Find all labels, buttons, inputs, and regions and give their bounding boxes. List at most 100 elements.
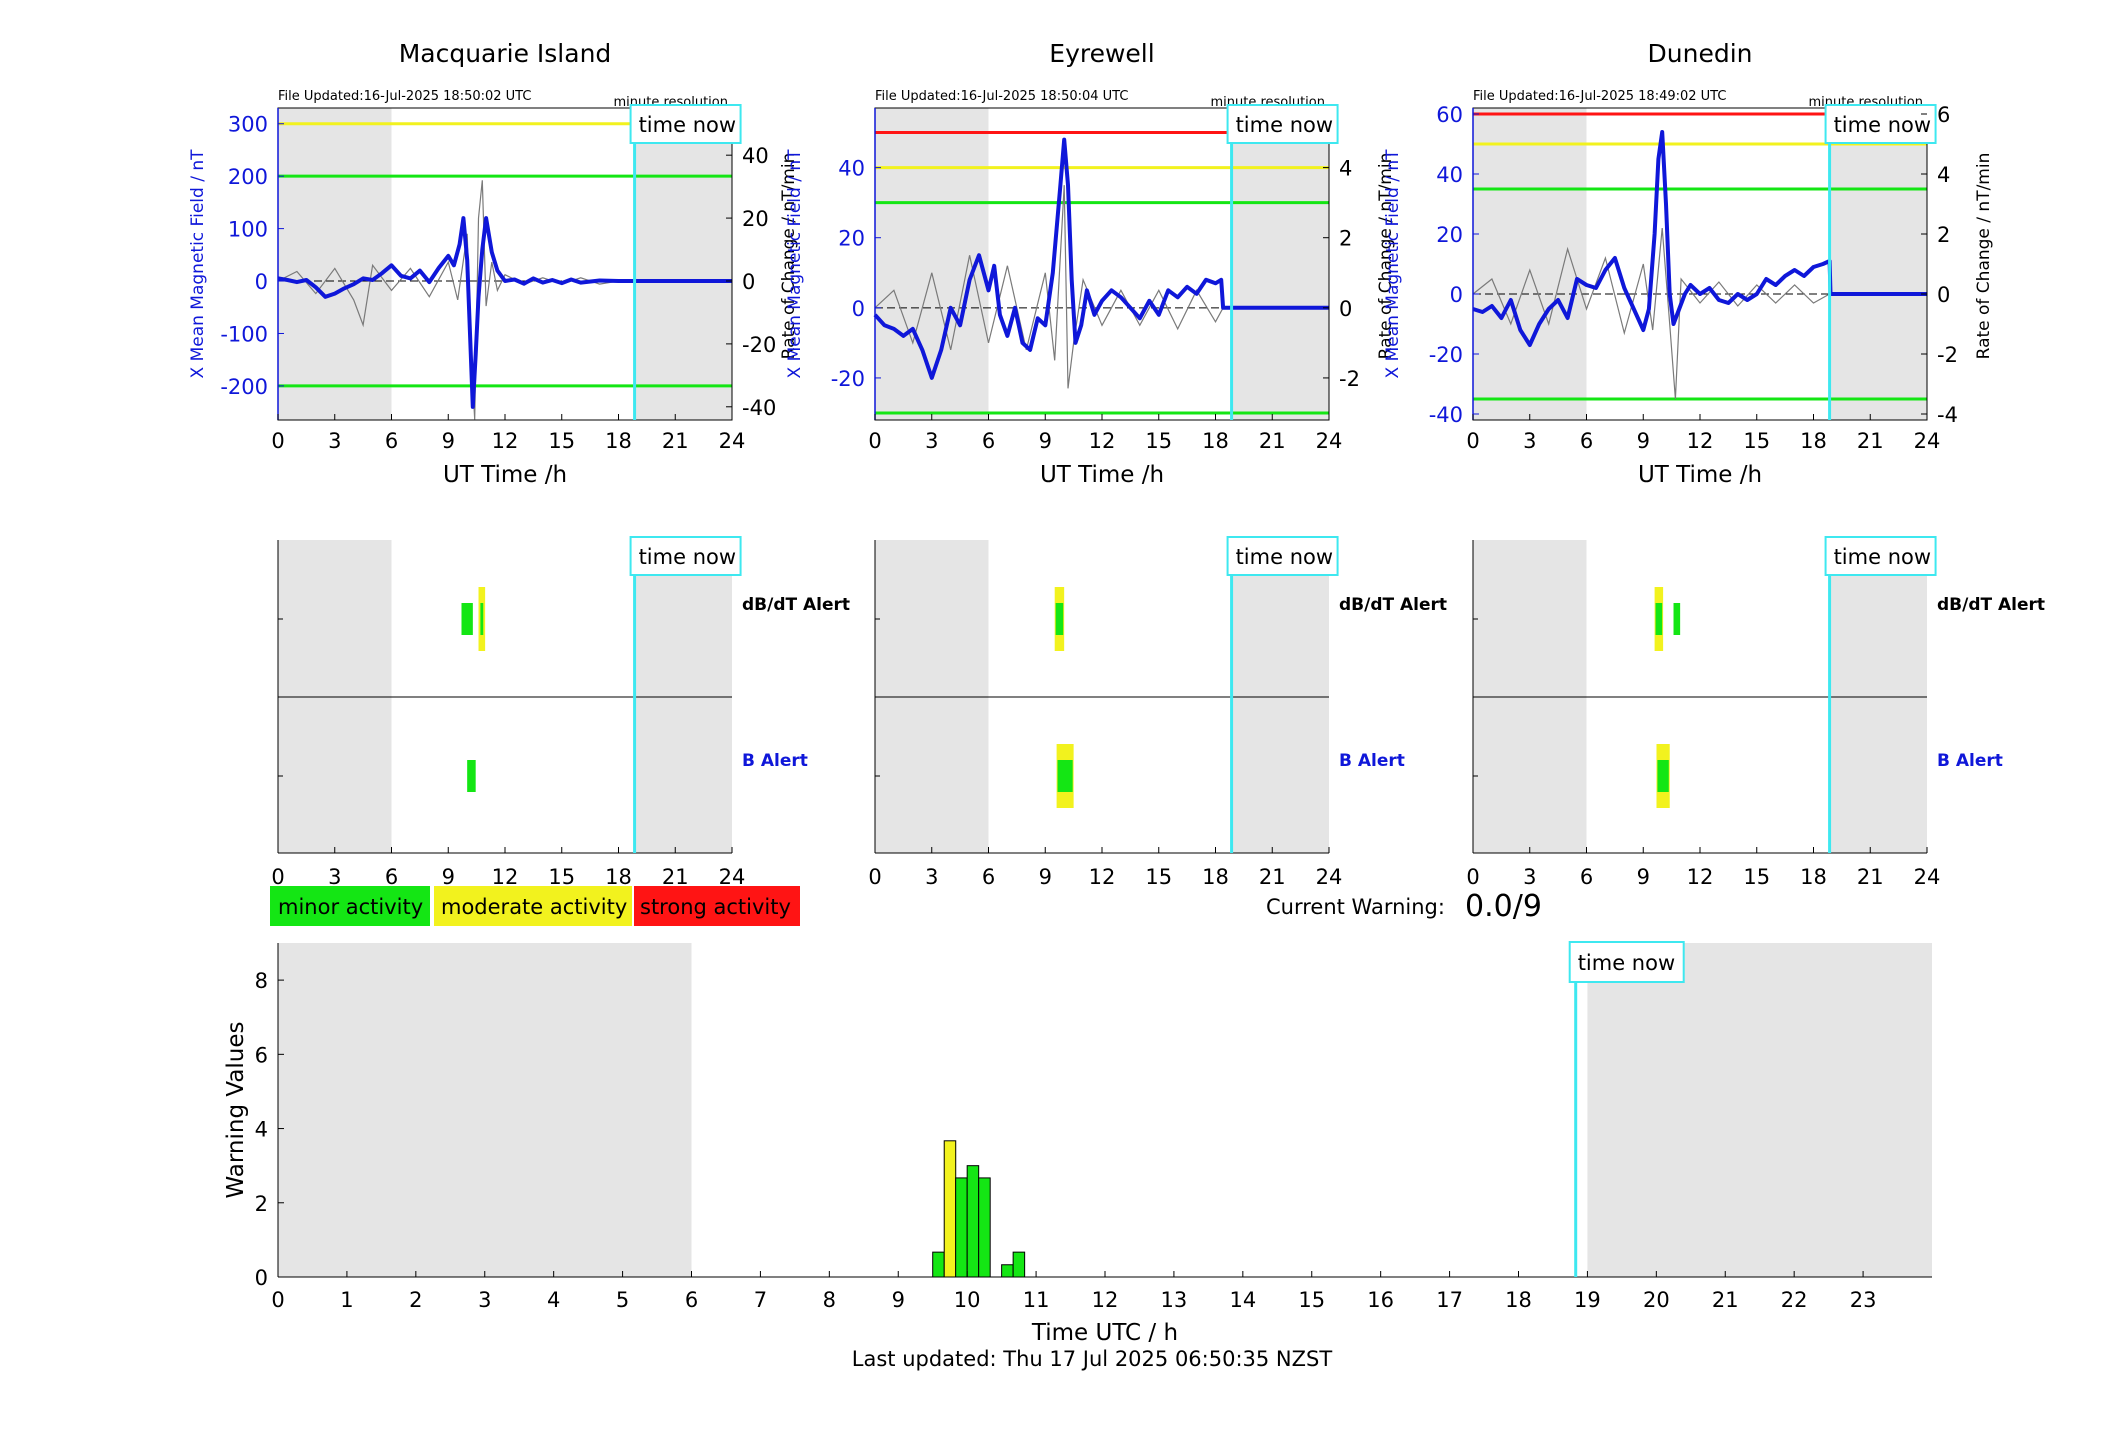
x-tick-label: 21 bbox=[662, 429, 689, 453]
legend-swatch-moderate bbox=[434, 886, 632, 926]
x-tick-label: 15 bbox=[1298, 1288, 1325, 1312]
y-left-tick-label: 60 bbox=[1436, 103, 1463, 127]
warning-bar bbox=[932, 1251, 945, 1278]
y-left-tick-label: 0 bbox=[1450, 283, 1463, 307]
y-tick-label: 4 bbox=[255, 1118, 268, 1142]
b-alert-label: B Alert bbox=[1937, 751, 2003, 771]
x-tick-label: 21 bbox=[662, 865, 689, 889]
alert-panel-macquarie-island: time now 0 3 6 9 12 15 18 21 24 dB/dT Alert B Alert bbox=[271, 536, 850, 889]
x-tick-label: 15 bbox=[1743, 865, 1770, 889]
now-box-label: time now bbox=[1834, 545, 1931, 569]
x-tick-label: 13 bbox=[1161, 1288, 1188, 1312]
x-tick-label: 3 bbox=[925, 429, 938, 453]
b-alert-block-minor bbox=[1057, 760, 1073, 792]
x-tick-label: 24 bbox=[1914, 429, 1941, 453]
y-left-tick-label: 40 bbox=[838, 157, 865, 181]
dbdt-alert-label: dB/dT Alert bbox=[742, 595, 850, 615]
dbdt-alert-block-minor bbox=[1673, 603, 1681, 635]
y-left-axis-label: X Mean Magnetic Field / nT bbox=[785, 149, 805, 379]
file-updated-text: File Updated:16-Jul-2025 18:49:02 UTC bbox=[1473, 89, 1726, 104]
now-box-label: time now bbox=[639, 545, 736, 569]
station-title: Eyrewell bbox=[1049, 39, 1154, 68]
x-tick-label: 0 bbox=[1466, 429, 1479, 453]
x-tick-label: 9 bbox=[1637, 865, 1650, 889]
y-right-axis-label: Rate of Change / nT/min bbox=[779, 153, 799, 360]
file-updated-text: File Updated:16-Jul-2025 18:50:04 UTC bbox=[875, 89, 1128, 104]
x-axis-label: UT Time /h bbox=[1040, 462, 1164, 488]
x-tick-label: 3 bbox=[478, 1288, 491, 1312]
x-axis-label: UT Time /h bbox=[1638, 462, 1762, 488]
warning-bar bbox=[978, 1177, 991, 1278]
x-tick-label: 0 bbox=[271, 1288, 284, 1312]
x-tick-label: 24 bbox=[1914, 865, 1941, 889]
x-tick-label: 9 bbox=[442, 865, 455, 889]
now-box bbox=[1568, 941, 1685, 983]
b-alert-block-minor bbox=[467, 760, 476, 792]
y-left-tick-label: -100 bbox=[220, 322, 268, 346]
x-tick-label: 15 bbox=[1145, 865, 1172, 889]
x-tick-label: 9 bbox=[1637, 429, 1650, 453]
future-shade bbox=[1587, 943, 1932, 1277]
x-tick-label: 12 bbox=[1089, 429, 1116, 453]
x-field-trace bbox=[277, 216, 732, 409]
x-tick-label: 14 bbox=[1229, 1288, 1256, 1312]
x-tick-label: 18 bbox=[1202, 865, 1229, 889]
night-shade bbox=[875, 108, 989, 420]
y-right-tick-label: 0 bbox=[742, 270, 755, 294]
x-tick-label: 9 bbox=[892, 1288, 905, 1312]
future-shade bbox=[1829, 108, 1927, 420]
x-tick-label: 15 bbox=[1743, 429, 1770, 453]
y-right-tick-label: -4 bbox=[1937, 403, 1958, 427]
x-axis-label: Time UTC / h bbox=[1031, 1320, 1178, 1346]
y-right-tick-label: 4 bbox=[1937, 163, 1950, 187]
x-tick-label: 2 bbox=[409, 1288, 422, 1312]
y-tick-label: 0 bbox=[255, 1266, 268, 1290]
x-tick-label: 19 bbox=[1574, 1288, 1601, 1312]
panel-macquarie-island: Macquarie Island File Updated:16-Jul-2025… bbox=[188, 39, 799, 488]
warning-bar bbox=[966, 1165, 980, 1278]
legend-swatch-strong bbox=[634, 886, 800, 926]
y-left-axis-label: X Mean Magnetic Field / nT bbox=[1383, 149, 1403, 379]
y-right-tick-label: -2 bbox=[1937, 343, 1958, 367]
now-box-label: time now bbox=[1834, 113, 1931, 137]
x-tick-label: 18 bbox=[1800, 429, 1827, 453]
station-title: Dunedin bbox=[1648, 39, 1753, 68]
x-tick-label: 12 bbox=[1687, 429, 1714, 453]
x-tick-label: 18 bbox=[605, 865, 632, 889]
dbdt-alert-label: dB/dT Alert bbox=[1339, 595, 1447, 615]
legend-label-moderate: moderate activity bbox=[441, 895, 627, 919]
y-left-tick-label: 300 bbox=[228, 113, 268, 137]
x-tick-label: 12 bbox=[1089, 865, 1116, 889]
y-left-tick-label: 40 bbox=[1436, 163, 1463, 187]
x-tick-label: 21 bbox=[1259, 865, 1286, 889]
x-tick-label: 20 bbox=[1643, 1288, 1670, 1312]
activity-legend: minor activity moderate activity strong … bbox=[270, 886, 800, 926]
x-tick-label: 3 bbox=[1523, 865, 1536, 889]
x-tick-label: 6 bbox=[1580, 865, 1593, 889]
y-right-tick-label: 4 bbox=[1339, 157, 1352, 181]
x-tick-label: 23 bbox=[1850, 1288, 1877, 1312]
x-tick-label: 9 bbox=[442, 429, 455, 453]
x-tick-label: 17 bbox=[1436, 1288, 1463, 1312]
night-shade bbox=[278, 943, 692, 1277]
y-right-tick-label: 20 bbox=[742, 207, 769, 231]
future-shade bbox=[634, 108, 732, 420]
dbdt-alert-block-minor bbox=[461, 603, 473, 635]
y-right-tick-label: 2 bbox=[1339, 227, 1352, 251]
current-warning-label: Current Warning: bbox=[1266, 895, 1445, 919]
night-shade bbox=[1473, 108, 1587, 420]
y-tick-label: 2 bbox=[255, 1192, 268, 1216]
now-box bbox=[1824, 536, 1937, 576]
y-tick-label: 8 bbox=[255, 969, 268, 993]
y-right-tick-label: 2 bbox=[1937, 223, 1950, 247]
x-tick-label: 24 bbox=[719, 429, 746, 453]
y-left-tick-label: 20 bbox=[1436, 223, 1463, 247]
x-tick-label: 0 bbox=[1466, 865, 1479, 889]
x-tick-label: 16 bbox=[1367, 1288, 1394, 1312]
now-box bbox=[1226, 104, 1339, 144]
panel-eyrewell: Eyrewell File Updated:16-Jul-2025 18:50:0… bbox=[785, 39, 1396, 488]
x-tick-label: 12 bbox=[492, 429, 519, 453]
x-tick-label: 11 bbox=[1023, 1288, 1050, 1312]
dbdt-alert-block-minor bbox=[480, 603, 484, 635]
x-tick-label: 3 bbox=[925, 865, 938, 889]
